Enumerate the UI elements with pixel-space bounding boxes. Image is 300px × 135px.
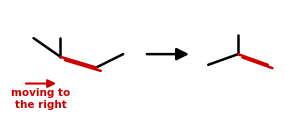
Text: moving to
the right: moving to the right: [11, 88, 70, 110]
